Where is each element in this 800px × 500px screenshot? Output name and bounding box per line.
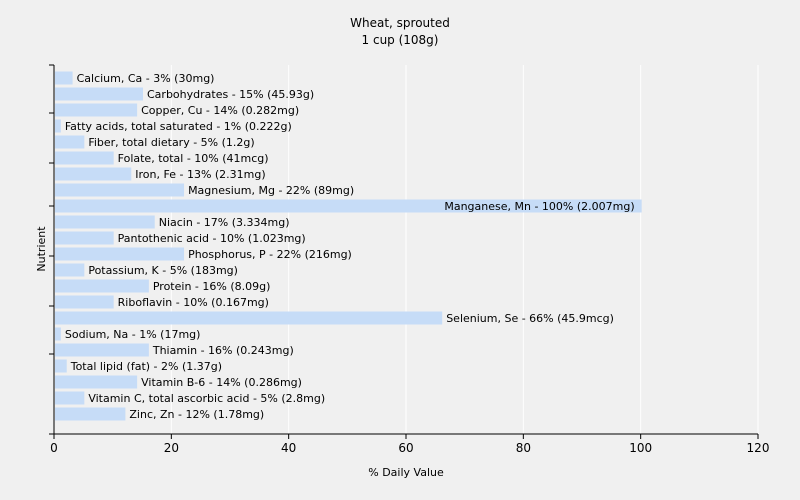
bar-label: Selenium, Se - 66% (45.9mcg) [446,312,614,325]
bar-thiamin [55,343,149,357]
bar-riboflavin [55,295,114,309]
bar-fiber-total-dietary [55,135,85,149]
chart-subtitle: 1 cup (108g) [362,33,439,47]
bar-label: Vitamin B-6 - 14% (0.286mg) [141,376,302,389]
x-tick-label: 0 [50,441,58,455]
bar-label: Pantothenic acid - 10% (1.023mg) [118,232,306,245]
bar-phosphorus-p [55,247,185,261]
bar-label: Calcium, Ca - 3% (30mg) [77,72,215,85]
bar-manganese-mn [55,199,642,213]
bar-magnesium-mg [55,183,185,197]
bars: Calcium, Ca - 3% (30mg) Carbohydrates - 1… [55,71,642,421]
x-tick-label: 20 [164,441,179,455]
axes: 0 20 40 60 80 100 120 [49,64,770,455]
bar-label: Total lipid (fat) - 2% (1.37g) [70,360,222,373]
bar-label: Fatty acids, total saturated - 1% (0.222… [65,120,292,133]
bar-fatty-acids-total-saturated [55,119,61,133]
bar-zinc-zn [55,407,126,421]
bar-label: Thiamin - 16% (0.243mg) [152,344,294,357]
bar-label: Phosphorus, P - 22% (216mg) [188,248,352,261]
bar-label: Copper, Cu - 14% (0.282mg) [141,104,299,117]
x-tick-label: 80 [516,441,531,455]
bar-label: Folate, total - 10% (41mcg) [118,152,269,165]
bar-label: Magnesium, Mg - 22% (89mg) [188,184,354,197]
bar-label: Zinc, Zn - 12% (1.78mg) [129,408,264,421]
bar-label: Riboflavin - 10% (0.167mg) [118,296,269,309]
x-tick-label: 40 [281,441,296,455]
bar-label: Vitamin C, total ascorbic acid - 5% (2.8… [88,392,325,405]
chart-title: Wheat, sprouted [350,16,450,30]
bar-total-lipid-fat [55,359,67,373]
bar-label: Fiber, total dietary - 5% (1.2g) [88,136,254,149]
bar-label: Iron, Fe - 13% (2.31mg) [135,168,265,181]
x-tick-label: 120 [747,441,770,455]
x-tick-label: 60 [398,441,413,455]
bar-sodium-na [55,327,61,341]
y-axis-title: Nutrient [35,226,48,272]
grid-lines [170,65,759,434]
bar-label: Potassium, K - 5% (183mg) [88,264,238,277]
bar-label: Carbohydrates - 15% (45.93g) [147,88,314,101]
bar-potassium-k [55,263,85,277]
bar-calcium-ca [55,71,73,85]
bar-iron-fe [55,167,132,181]
bar-protein [55,279,149,293]
bar-vitamin-c-total-ascorbic-acid [55,391,85,405]
bar-vitamin-b-6 [55,375,138,389]
bar-niacin [55,215,155,229]
bar-carbohydrates [55,87,143,101]
bar-label: Protein - 16% (8.09g) [153,280,271,293]
x-tick-label: 100 [629,441,652,455]
bar-folate-total [55,151,114,165]
bar-selenium-se [55,311,443,325]
bar-label: Sodium, Na - 1% (17mg) [65,328,201,341]
bar-label: Manganese, Mn - 100% (2.007mg) [444,200,634,213]
bar-label: Niacin - 17% (3.334mg) [159,216,290,229]
x-axis-title: % Daily Value [368,466,444,479]
bar-copper-cu [55,103,138,117]
bar-pantothenic-acid [55,231,114,245]
